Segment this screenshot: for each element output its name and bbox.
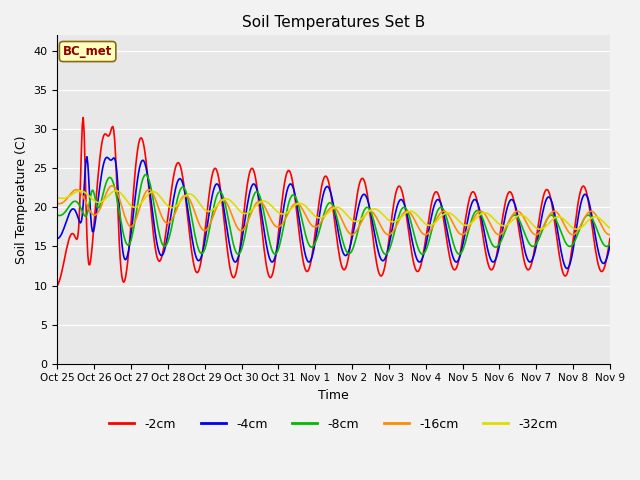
Title: Soil Temperatures Set B: Soil Temperatures Set B	[242, 15, 426, 30]
Legend: -2cm, -4cm, -8cm, -16cm, -32cm: -2cm, -4cm, -8cm, -16cm, -32cm	[104, 413, 563, 436]
Text: BC_met: BC_met	[63, 45, 112, 58]
X-axis label: Time: Time	[318, 389, 349, 402]
Y-axis label: Soil Temperature (C): Soil Temperature (C)	[15, 135, 28, 264]
